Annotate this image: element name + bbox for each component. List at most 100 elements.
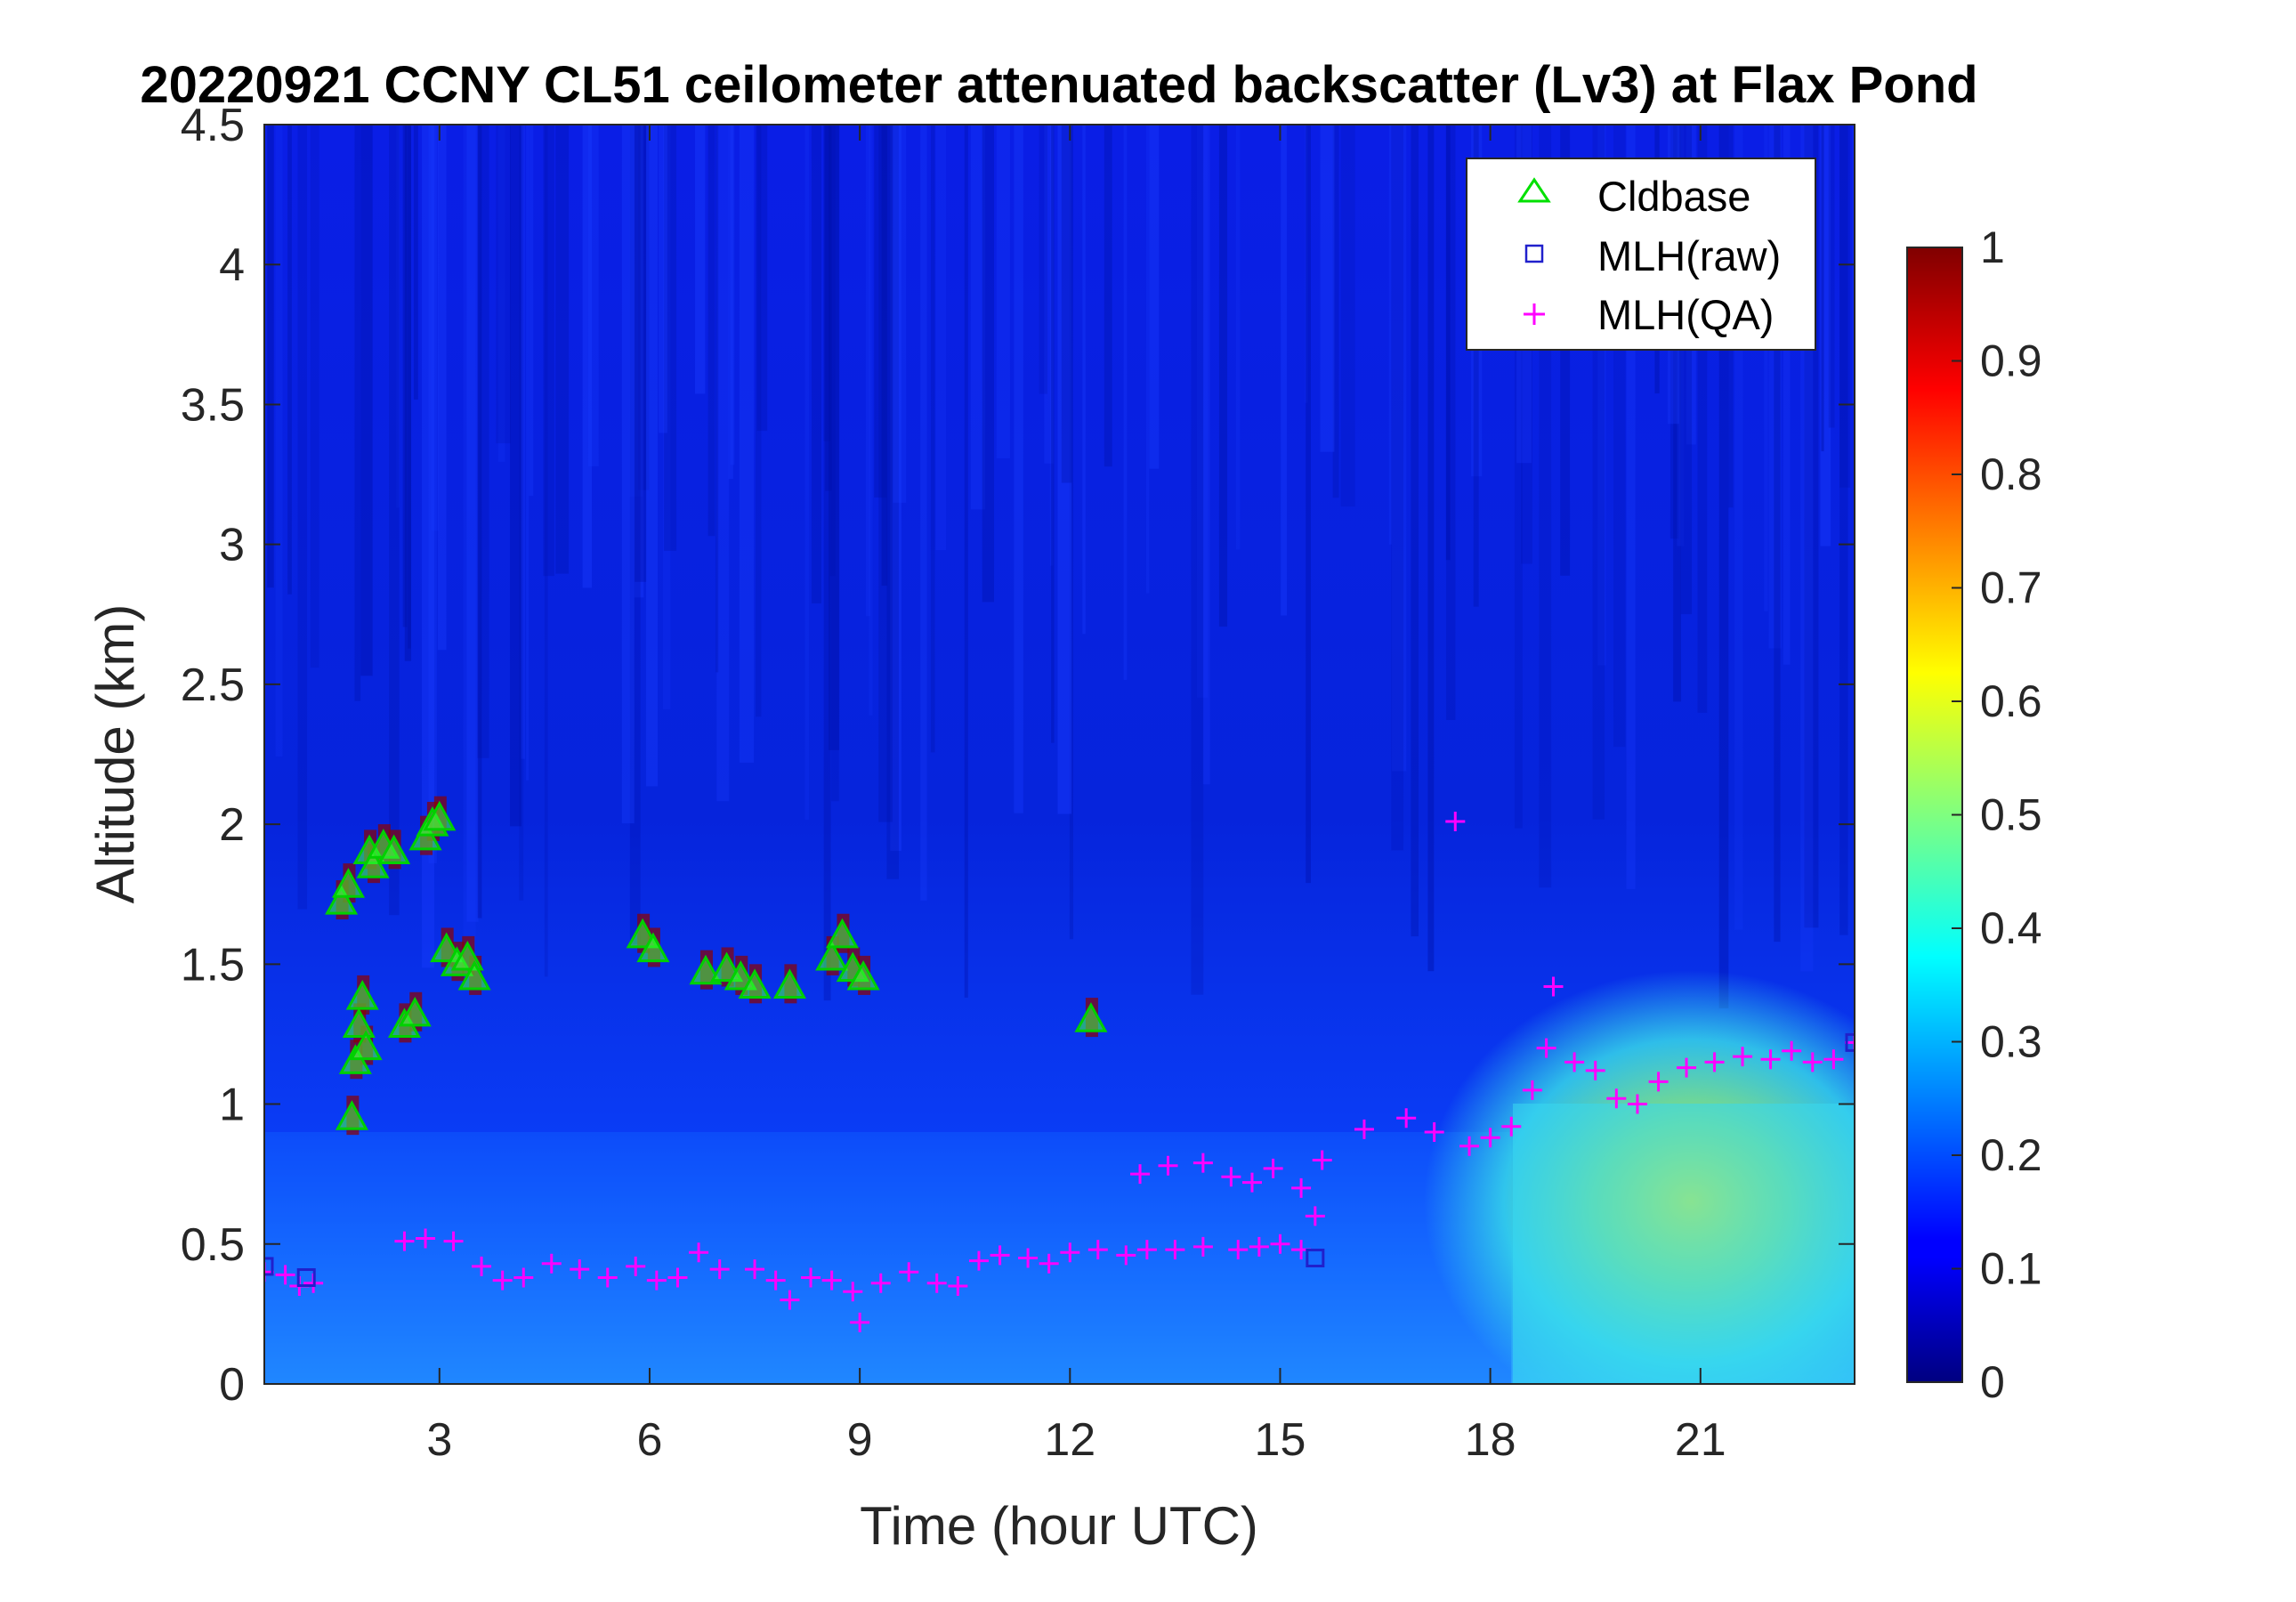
x-tick-label: 3 [426, 1414, 452, 1466]
colorbar-tick-label: 1 [1980, 222, 2005, 272]
heatmap-streak [1320, 125, 1335, 452]
heatmap-streak [1049, 125, 1054, 566]
mlh-qa-point [472, 1256, 492, 1276]
heatmap-streak [555, 125, 570, 574]
legend: Cldbase MLH(raw) MLH(QA) [1466, 158, 1816, 351]
cldbase-point [689, 954, 723, 985]
mlh-qa-point [745, 1259, 765, 1280]
heatmap-streak [1044, 125, 1055, 464]
mlh-qa-point [394, 1231, 415, 1251]
heatmap-streak [402, 125, 408, 627]
y-tick-label: 1.5 [181, 939, 245, 991]
mlh-qa-point [1845, 1032, 1855, 1053]
y-tick-label: 2 [219, 799, 245, 851]
heatmap-streak [1839, 125, 1848, 935]
x-tick-label: 9 [847, 1414, 873, 1466]
y-tick-label: 3.5 [181, 379, 245, 431]
heatmap-streak [634, 125, 644, 598]
heatmap-streak [831, 125, 839, 802]
y-tick-label: 3 [219, 520, 245, 571]
heatmap-streak [1149, 125, 1160, 469]
heatmap-streak [582, 125, 593, 588]
mlh-qa-point [264, 1262, 274, 1282]
heatmap-streak [1718, 125, 1729, 1008]
afternoon-low-layer [1513, 1104, 1855, 1384]
heatmap-streak [893, 125, 907, 503]
heatmap-streak [823, 125, 831, 1001]
heatmap-streak [404, 125, 412, 661]
series-markers [264, 800, 1855, 1332]
mlh-qa-point [1627, 1094, 1647, 1114]
mlh-raw-point [296, 1268, 316, 1288]
heatmap-streak [1783, 125, 1791, 665]
heatmap-streak [267, 125, 274, 588]
mlh-qa-point [948, 1275, 968, 1296]
heatmap-streak [287, 125, 292, 595]
low-aerosol-band [264, 1132, 1512, 1384]
heatmap-streak [1306, 125, 1311, 884]
heatmap-streak [408, 125, 411, 649]
heatmap-streak [477, 125, 482, 918]
mlh-qa-point [1018, 1248, 1039, 1268]
heatmap-streak [428, 125, 437, 863]
heatmap-streak [497, 125, 505, 462]
heatmap-streak [707, 125, 715, 537]
mlh-qa-point [1396, 1108, 1417, 1129]
mlh-qa-point [1536, 1038, 1556, 1058]
mlh-qa-point [801, 1267, 821, 1288]
heatmap-streak [1514, 125, 1523, 829]
mlh-qa-point [765, 1270, 786, 1290]
heatmap-streak [275, 125, 283, 757]
heatmap-streak [396, 125, 400, 508]
heatmap-streak [756, 125, 768, 432]
heatmap-streak [1446, 125, 1456, 721]
heatmap-streak [1626, 125, 1636, 889]
mlh-qa-point [1480, 1128, 1500, 1148]
heatmap-streak [1839, 125, 1851, 488]
mlh-qa-point [492, 1270, 513, 1290]
heatmap-streak [996, 125, 1010, 458]
mlh-raw-point [1306, 1249, 1325, 1267]
mlh-qa-point [1165, 1240, 1185, 1260]
x-tick-label: 21 [1675, 1414, 1726, 1466]
heatmap-streak [529, 125, 534, 497]
mlh-qa-point [1192, 1153, 1213, 1173]
heatmap-streak [413, 125, 418, 400]
heatmap-streak [659, 125, 667, 433]
heatmap-streak [621, 125, 635, 824]
mlh-qa-point [1039, 1253, 1059, 1274]
mlh-qa-point [1704, 1052, 1725, 1072]
mlh-qa-point [1060, 1242, 1080, 1263]
legend-label-cldbase: Cldbase [1597, 173, 1750, 220]
colorbar-tick-label: 0 [1980, 1357, 2005, 1407]
heatmap-streak [1820, 125, 1831, 546]
mlh-qa-point [1782, 1040, 1802, 1061]
mlh-qa-point [1564, 1052, 1585, 1072]
mlh-qa-point [926, 1273, 947, 1293]
mlh-qa-point [1241, 1172, 1262, 1193]
x-axis-ticks: 3 6 9 12 15 18 21 [426, 125, 1726, 1466]
heatmap-streak [829, 125, 836, 577]
heatmap-streak [519, 125, 524, 901]
heatmap-streak [1332, 125, 1339, 498]
heatmap-streak [496, 125, 511, 444]
y-tick-label: 0.5 [181, 1219, 245, 1271]
heatmap-streak [1061, 125, 1072, 483]
cldbase-point [349, 1030, 383, 1061]
heatmap-streak [1427, 125, 1435, 972]
colorbar-tick-label: 0.9 [1980, 336, 2042, 386]
heatmap-streak [1391, 125, 1404, 851]
heatmap-streak [982, 125, 995, 603]
heatmap-streak [804, 125, 809, 821]
colorbar-tick-label: 0.5 [1980, 790, 2042, 840]
mlh-qa-point [968, 1250, 989, 1271]
cldbase-point [772, 968, 806, 999]
cldbase-point [325, 885, 359, 915]
heatmap-streak [881, 125, 888, 587]
heatmap-streak [354, 125, 361, 701]
cldbase-point [335, 1100, 368, 1130]
heatmap-streak [1191, 125, 1204, 995]
cldbase-point [423, 800, 457, 831]
heatmap-streak [521, 125, 525, 759]
